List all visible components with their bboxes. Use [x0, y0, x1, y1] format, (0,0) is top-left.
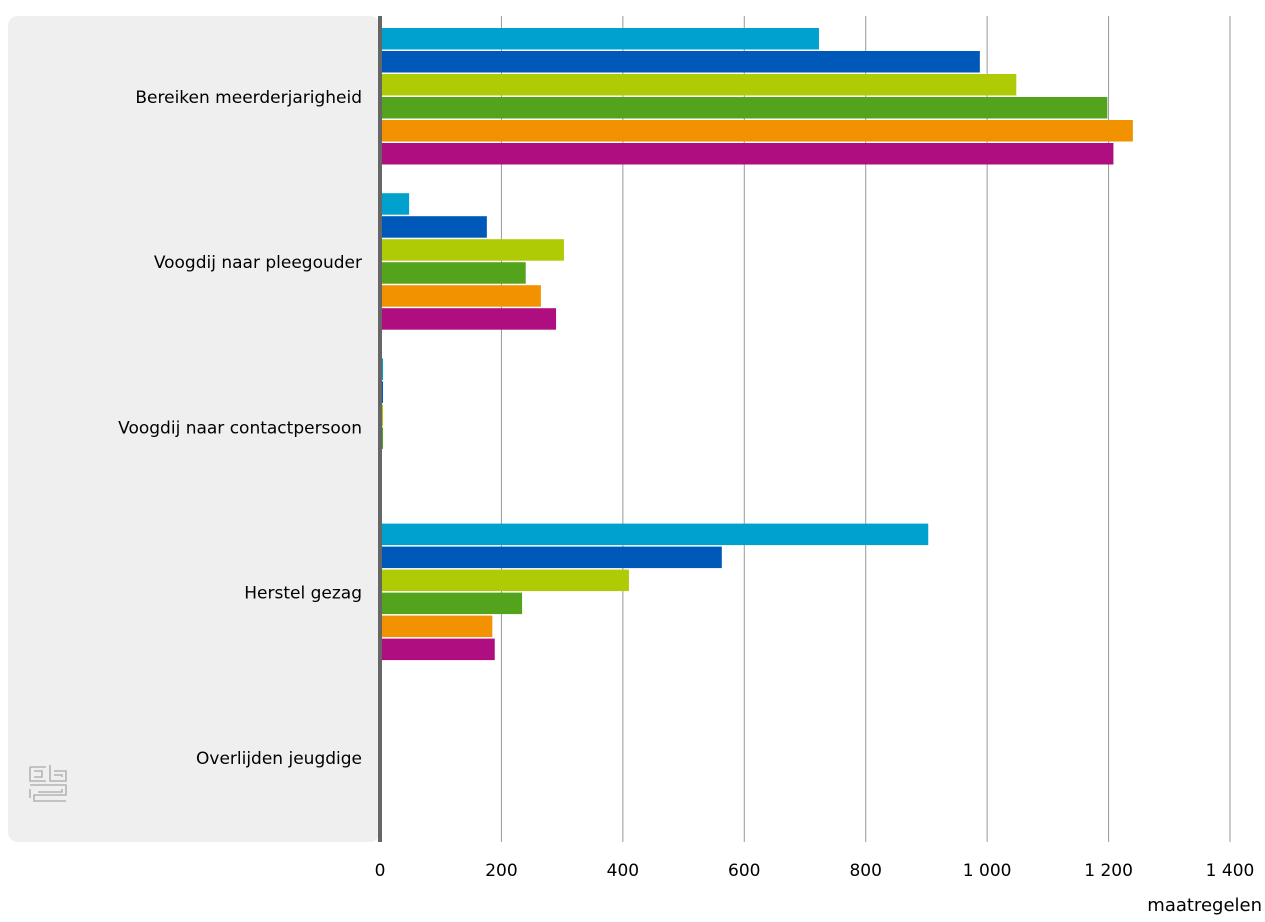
cbs-logo-icon: [29, 765, 67, 802]
bar: [380, 285, 541, 307]
x-tick-label: 400: [607, 861, 639, 881]
bar: [380, 74, 1017, 96]
bar: [380, 262, 526, 284]
bar: [380, 143, 1114, 165]
bar: [380, 239, 564, 261]
x-tick-label: 200: [485, 861, 517, 881]
bars: [380, 28, 1133, 661]
bar: [380, 615, 493, 638]
bar: [380, 638, 495, 661]
category-labels: Bereiken meerderjarigheid Voogdij naar pl…: [118, 88, 362, 769]
x-axis-title: maatregelen: [1147, 895, 1262, 916]
category-label: Bereiken meerderjarigheid: [135, 88, 362, 108]
x-tick-label: 0: [375, 861, 386, 881]
bar: [380, 523, 929, 546]
bar: [380, 569, 629, 592]
bar: [380, 193, 410, 215]
category-label: Herstel gezag: [244, 584, 362, 604]
label-panel: [8, 16, 380, 842]
category-label: Voogdij naar pleegouder: [154, 253, 362, 273]
bar: [380, 97, 1108, 119]
x-tick-label: 1 000: [963, 861, 1012, 881]
category-label: Voogdij naar contactpersoon: [118, 418, 362, 438]
grid-lines: [500, 16, 1231, 842]
bar: [380, 592, 523, 615]
bar: [380, 120, 1133, 142]
bar: [380, 28, 819, 50]
x-tick-label: 600: [728, 861, 760, 881]
x-tick-label: 1 400: [1206, 861, 1255, 881]
bar: [380, 546, 722, 569]
x-tick-label: 1 200: [1084, 861, 1133, 881]
category-label: Overlijden jeugdige: [196, 749, 362, 769]
bar: [380, 216, 487, 238]
bar: [380, 51, 980, 73]
x-tick-labels: 0 200 400 600 800 1 000 1 200 1 400: [375, 861, 1255, 881]
x-tick-label: 800: [849, 861, 881, 881]
bar: [380, 308, 557, 330]
